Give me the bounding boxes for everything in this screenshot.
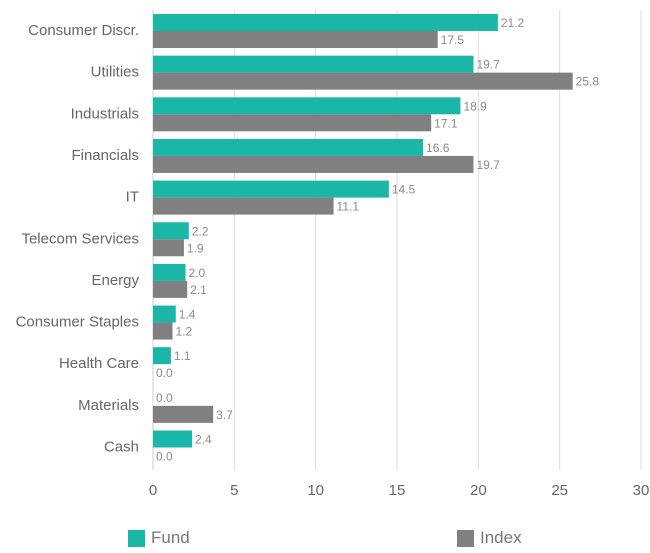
x-tick-label-15: 15: [389, 482, 406, 499]
bar-fund-consumer-discr: [153, 14, 498, 31]
bar-fund-it: [153, 180, 389, 198]
bar-index-utilities: [153, 72, 573, 90]
data-label-index-telecom-services: 1.9: [187, 241, 204, 255]
bar-index-it: [153, 197, 334, 215]
bar-fund-financials: [153, 138, 424, 156]
legend-label-index: Index: [480, 528, 522, 547]
bar-index-consumer-discr: [153, 31, 438, 48]
data-label-index-consumer-discr: 17.5: [441, 33, 465, 47]
legend-item-index: Index: [457, 528, 522, 548]
category-label-financials: Financials: [71, 147, 139, 164]
bar-fund-telecom-services: [153, 222, 189, 240]
legend-swatch-fund: [128, 529, 145, 547]
data-label-fund-health-care: 1.1: [174, 349, 191, 363]
legend-item-fund: Fund: [128, 528, 190, 548]
category-label-telecom-services: Telecom Services: [21, 230, 139, 247]
data-label-fund-financials: 16.6: [426, 141, 450, 155]
data-label-index-materials: 3.7: [216, 408, 233, 422]
category-label-cash: Cash: [104, 439, 139, 456]
data-label-fund-telecom-services: 2.2: [192, 224, 209, 238]
legend-label-fund: Fund: [151, 528, 190, 547]
data-label-index-health-care: 0.0: [156, 366, 173, 380]
data-label-index-industrials: 17.1: [434, 116, 458, 130]
bar-fund-utilities: [153, 55, 474, 73]
bar-index-telecom-services: [153, 239, 184, 257]
category-label-industrials: Industrials: [71, 105, 139, 122]
x-tick-label-10: 10: [307, 482, 324, 499]
data-label-index-cash: 0.0: [156, 450, 173, 464]
x-tick-label-20: 20: [470, 482, 487, 499]
data-label-index-energy: 2.1: [190, 283, 207, 297]
data-label-index-it: 11.1: [337, 200, 360, 214]
data-label-index-financials: 19.7: [476, 158, 500, 172]
data-label-fund-utilities: 19.7: [476, 58, 500, 72]
bar-fund-consumer-staples: [153, 305, 176, 323]
bar-fund-energy: [153, 263, 186, 281]
bar-fund-health-care: [153, 347, 171, 365]
category-label-consumer-discr: Consumer Discr.: [28, 22, 139, 39]
category-label-consumer-staples: Consumer Staples: [16, 314, 139, 331]
category-label-energy: Energy: [91, 272, 139, 289]
data-label-fund-cash: 2.4: [195, 433, 212, 447]
x-tick-label-5: 5: [230, 482, 238, 499]
category-label-materials: Materials: [78, 397, 139, 414]
bar-index-materials: [153, 405, 214, 423]
bar-fund-industrials: [153, 97, 461, 115]
bar-index-energy: [153, 280, 188, 298]
legend-swatch-index: [457, 529, 474, 547]
bar-index-industrials: [153, 114, 432, 132]
bar-fund-cash: [153, 430, 193, 448]
bar-index-financials: [153, 155, 474, 173]
data-label-fund-industrials: 18.9: [463, 99, 487, 113]
category-label-health-care: Health Care: [59, 355, 139, 372]
data-label-index-utilities: 25.8: [576, 75, 600, 89]
x-tick-label-30: 30: [633, 482, 650, 499]
x-tick-label-25: 25: [551, 482, 568, 499]
data-label-fund-consumer-staples: 1.4: [179, 308, 196, 322]
data-label-fund-consumer-discr: 21.2: [501, 16, 525, 30]
data-label-fund-materials: 0.0: [156, 391, 173, 405]
category-label-utilities: Utilities: [91, 64, 139, 81]
data-label-index-consumer-staples: 1.2: [176, 325, 193, 339]
bar-index-consumer-staples: [153, 322, 173, 340]
data-label-fund-it: 14.5: [392, 183, 416, 197]
x-tick-label-0: 0: [149, 482, 157, 499]
category-label-it: IT: [126, 189, 139, 206]
data-label-fund-energy: 2.0: [189, 266, 206, 280]
